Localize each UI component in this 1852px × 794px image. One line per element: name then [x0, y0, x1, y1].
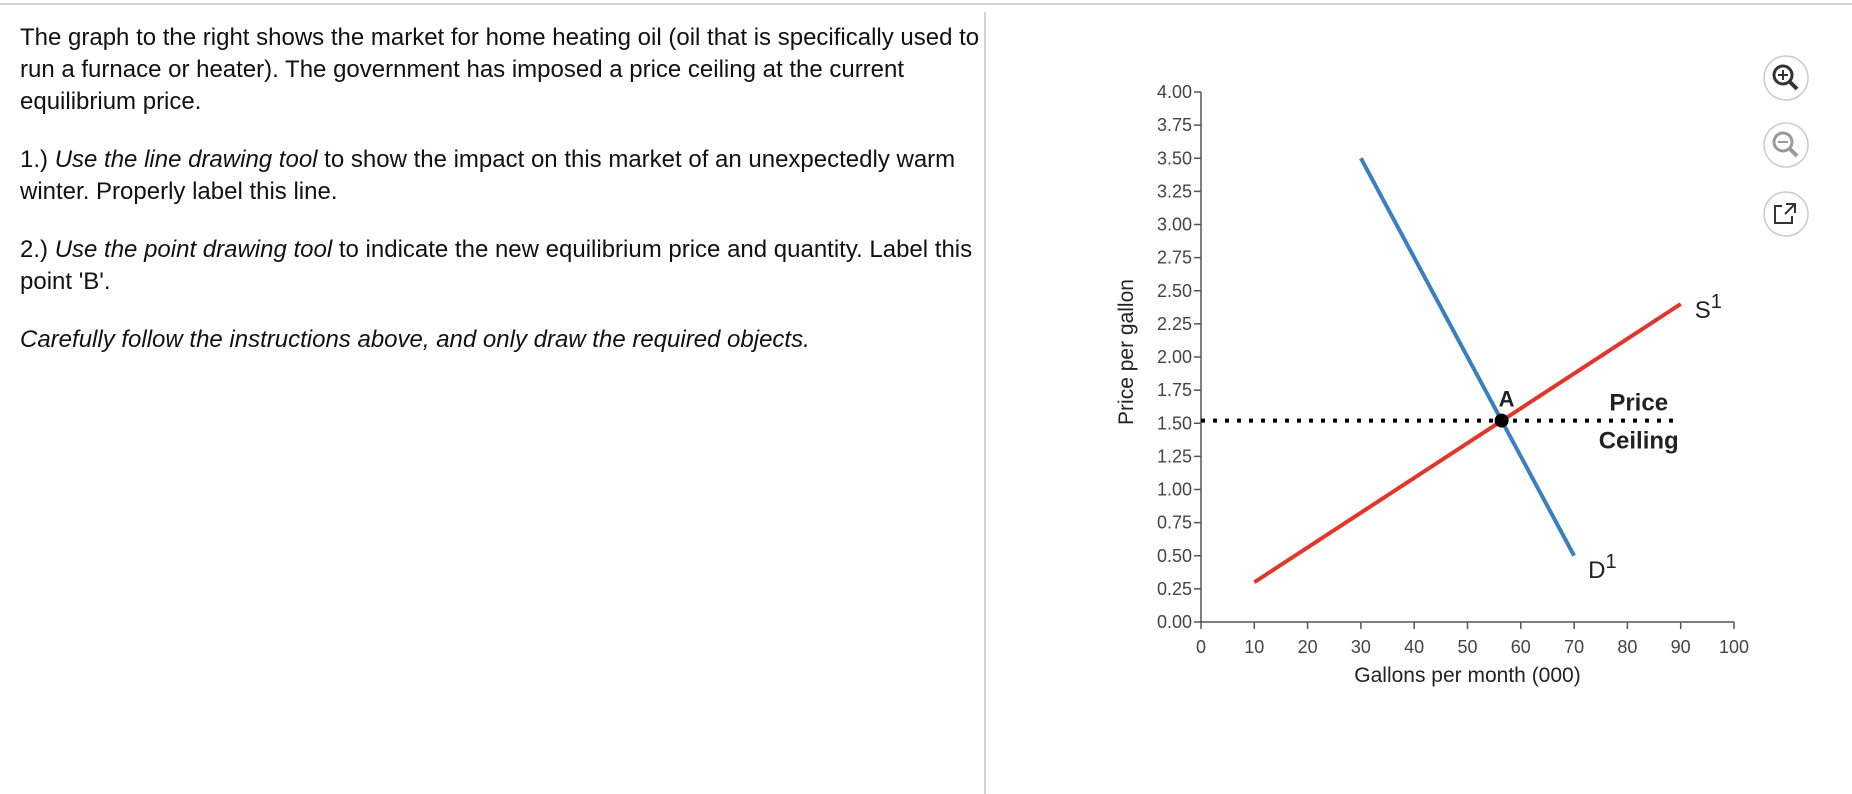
curve-name: D	[1588, 557, 1605, 584]
y-tick-label: 1.25	[1157, 446, 1192, 466]
y-tick-label: 3.75	[1157, 115, 1192, 135]
x-tick-label: 50	[1457, 637, 1477, 657]
x-tick-label: 40	[1404, 637, 1424, 657]
x-tick-label: 100	[1719, 637, 1749, 657]
curve-name: S	[1695, 297, 1711, 324]
y-tick-label: 1.50	[1157, 413, 1192, 433]
text-span: to indicate the new equilibrium price an…	[20, 236, 979, 295]
x-tick-label: 10	[1244, 637, 1264, 657]
curve-superscript: 1	[1605, 551, 1616, 573]
y-tick-label: 3.25	[1157, 181, 1192, 201]
paragraph: 1.) Use the line drawing tool to show th…	[20, 144, 980, 208]
x-tick-label: 60	[1511, 637, 1531, 657]
x-tick-label: 80	[1617, 637, 1637, 657]
price-ceiling-label: Ceiling	[1599, 428, 1679, 455]
x-axis-label: Gallons per month (000)	[1354, 664, 1580, 687]
y-tick-label: 0.50	[1157, 546, 1192, 566]
text-span: 1.)	[20, 146, 55, 173]
y-tick-label: 1.00	[1157, 480, 1192, 500]
x-tick-label: 0	[1196, 637, 1206, 657]
y-tick-label: 3.50	[1157, 148, 1192, 168]
text-span: Use the line drawing tool	[54, 146, 318, 173]
y-tick-label: 0.00	[1157, 612, 1192, 632]
y-axis-label: Price per gallon	[1115, 279, 1138, 425]
popout-button[interactable]	[1763, 191, 1809, 237]
top-border	[0, 3, 1852, 5]
y-tick-label: 0.25	[1157, 579, 1192, 599]
curve	[1359, 157, 1576, 557]
text-span: Use the point drawing tool	[54, 236, 333, 263]
y-tick-label: 2.00	[1157, 347, 1192, 367]
curve	[1253, 302, 1682, 584]
paragraph: The graph to the right shows the market …	[20, 22, 980, 118]
curve-label: S1	[1695, 291, 1722, 324]
curve-label: D1	[1588, 551, 1616, 584]
paragraph: Carefully follow the instructions above,…	[20, 324, 980, 356]
zoom-out-button[interactable]	[1763, 122, 1809, 168]
equilibrium-point	[1494, 413, 1509, 428]
x-tick-label: 30	[1351, 637, 1371, 657]
paragraph: 2.) Use the point drawing tool to indica…	[20, 234, 980, 298]
x-tick-label: 70	[1564, 637, 1584, 657]
price-ceiling-label: Price	[1609, 390, 1668, 417]
x-tick-label: 90	[1671, 637, 1691, 657]
text-span: The graph to the right shows the market …	[20, 24, 986, 115]
divider	[984, 12, 986, 794]
y-tick-label: 3.00	[1157, 215, 1192, 235]
text-span: Carefully follow the instructions above,…	[20, 326, 810, 353]
y-tick-label: 2.50	[1157, 281, 1192, 301]
y-tick-label: 4.00	[1157, 82, 1192, 102]
curve-superscript: 1	[1711, 291, 1722, 313]
y-tick-label: 2.75	[1157, 248, 1192, 268]
text-span: to show the impact on this market of an …	[20, 146, 962, 205]
zoom-in-button[interactable]	[1763, 55, 1809, 101]
y-tick-label: 1.75	[1157, 380, 1192, 400]
point-label: A	[1499, 387, 1515, 412]
text-span: 2.)	[20, 236, 55, 263]
instructions: The graph to the right shows the market …	[20, 22, 980, 382]
x-tick-label: 20	[1298, 637, 1318, 657]
y-tick-label: 0.75	[1157, 513, 1192, 533]
y-tick-label: 2.25	[1157, 314, 1192, 334]
